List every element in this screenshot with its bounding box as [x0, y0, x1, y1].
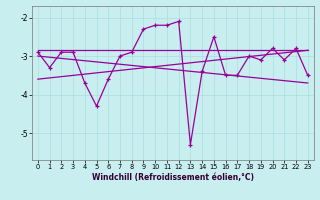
X-axis label: Windchill (Refroidissement éolien,°C): Windchill (Refroidissement éolien,°C): [92, 173, 254, 182]
